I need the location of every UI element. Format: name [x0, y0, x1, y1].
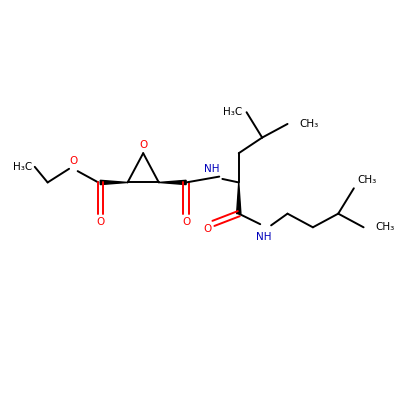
- Text: O: O: [204, 224, 212, 234]
- Text: O: O: [182, 217, 190, 227]
- Polygon shape: [159, 180, 186, 184]
- Text: CH₃: CH₃: [375, 222, 394, 232]
- Text: O: O: [96, 217, 104, 227]
- Polygon shape: [100, 180, 128, 184]
- Polygon shape: [237, 182, 241, 214]
- Text: H₃C: H₃C: [223, 107, 242, 117]
- Text: NH: NH: [204, 164, 219, 174]
- Text: NH: NH: [256, 232, 272, 242]
- Text: O: O: [139, 140, 147, 150]
- Text: CH₃: CH₃: [358, 175, 377, 185]
- Text: CH₃: CH₃: [299, 119, 318, 129]
- Text: O: O: [70, 156, 78, 166]
- Text: H₃C: H₃C: [13, 162, 32, 172]
